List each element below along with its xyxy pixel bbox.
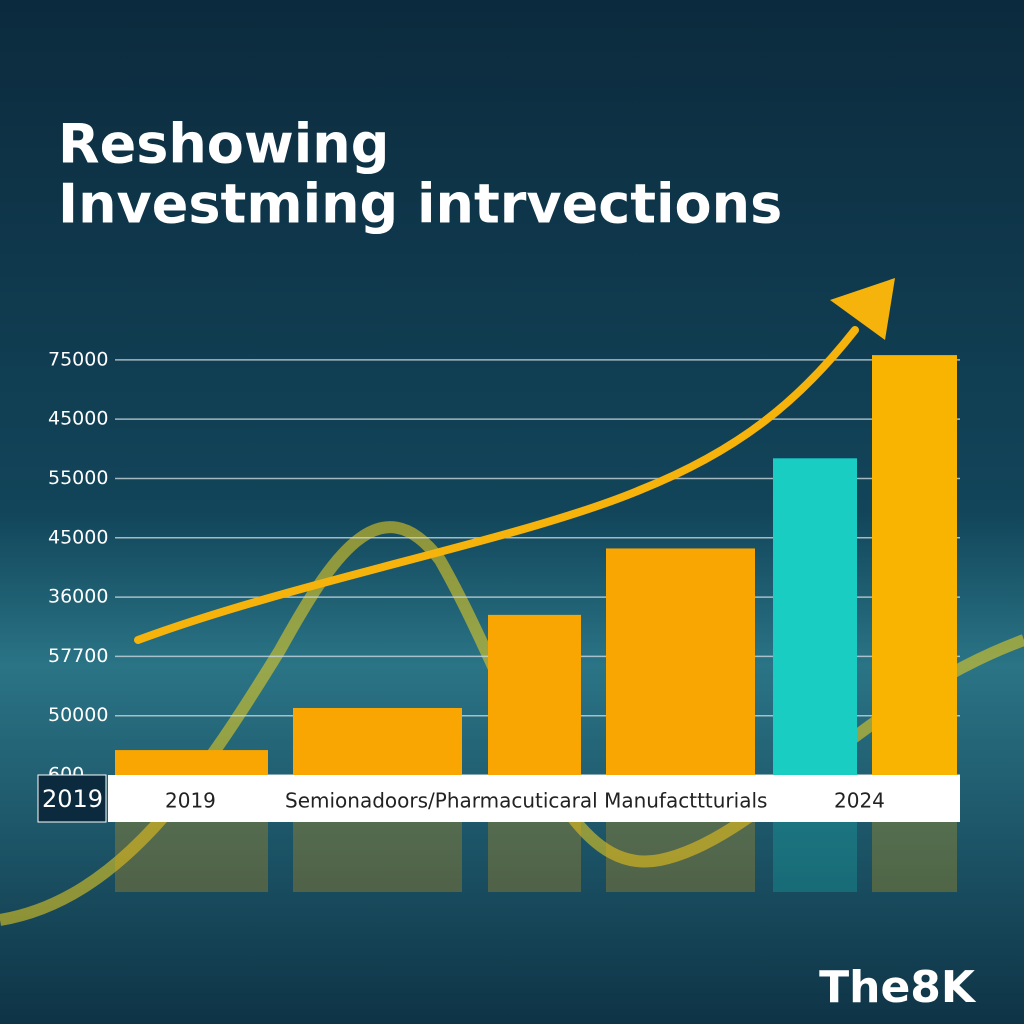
y-tick-label: 55000	[48, 467, 108, 489]
bar-reflection	[872, 822, 957, 892]
bar-reflection	[488, 822, 581, 892]
bar-reflection	[606, 822, 755, 892]
strip-label: 2019	[42, 785, 103, 813]
bar	[773, 458, 857, 775]
y-tick-label: 45000	[48, 526, 108, 548]
strip-label: Semionadoors/Pharmacuticaral Manufactttu…	[285, 789, 767, 813]
y-tick-label: 36000	[48, 586, 108, 608]
bar	[115, 750, 268, 775]
strip-label: 2019	[165, 789, 216, 813]
y-tick-label: 57700	[48, 645, 108, 667]
bar-reflection	[773, 822, 857, 892]
bar	[606, 548, 755, 775]
bar-reflection	[115, 822, 268, 892]
y-tick-label: 50000	[48, 704, 108, 726]
bar	[293, 707, 462, 775]
arrow-head	[830, 278, 895, 340]
title-line: Reshowing	[58, 113, 389, 176]
title-line: Investming intrvections	[58, 173, 782, 236]
bar	[488, 614, 581, 775]
label-box	[37, 774, 107, 823]
bar	[872, 355, 957, 775]
trend-arrow	[134, 326, 859, 644]
y-tick-label: 75000	[48, 348, 108, 370]
y-tick-label: 45000	[48, 408, 108, 430]
bar-reflection	[293, 822, 462, 892]
label-strip	[108, 775, 960, 822]
strip-label: 2024	[834, 789, 885, 813]
brand: The8K	[819, 962, 977, 1013]
